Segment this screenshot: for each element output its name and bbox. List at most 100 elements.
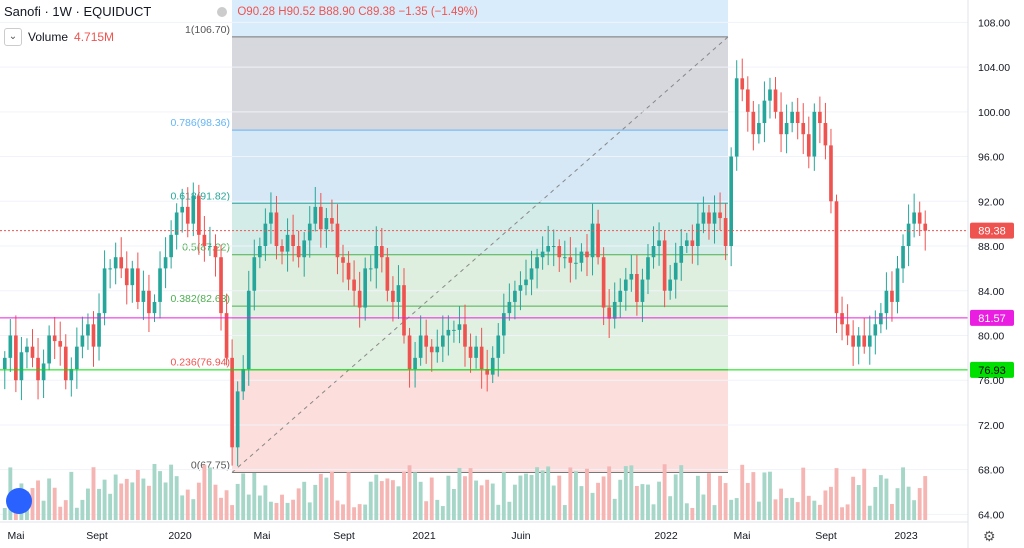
candle-body xyxy=(734,78,739,157)
y-tick-label: 68.00 xyxy=(978,465,1004,477)
y-tick-label: 104.00 xyxy=(978,62,1010,74)
volume-bar xyxy=(596,482,601,520)
candle-body xyxy=(806,134,811,157)
volume-bar xyxy=(540,470,545,520)
candle-body xyxy=(185,206,190,224)
volume-bar xyxy=(856,485,861,520)
volume-bar xyxy=(196,482,201,520)
candle-body xyxy=(263,223,268,247)
candle-body xyxy=(468,346,473,358)
volume-bar xyxy=(169,464,174,520)
volume-bar xyxy=(457,467,462,520)
volume-bar xyxy=(363,504,368,520)
candle-body xyxy=(790,111,794,124)
candle-body xyxy=(52,335,57,342)
candle-body xyxy=(8,335,13,358)
candle-body xyxy=(673,262,678,280)
candle-body xyxy=(590,223,595,258)
volume-bar xyxy=(407,465,412,520)
volume-bar xyxy=(163,482,168,520)
candle-body xyxy=(851,335,855,347)
candle-body xyxy=(684,240,689,247)
candle-body xyxy=(30,346,35,358)
fib-trend-line xyxy=(231,36,729,473)
volume-bar xyxy=(485,479,490,520)
volume-bar xyxy=(734,498,739,520)
candle-body xyxy=(784,123,789,135)
volume-bar xyxy=(468,468,473,520)
volume-bar xyxy=(280,494,284,520)
volume-bar xyxy=(579,486,584,520)
candle-body xyxy=(363,268,368,308)
volume-bar xyxy=(324,477,329,520)
volume-bar xyxy=(890,503,894,520)
price-label-box xyxy=(970,309,1014,326)
candle-body xyxy=(69,369,74,381)
volume-bar xyxy=(385,478,390,520)
candle-body xyxy=(86,324,90,336)
symbol-title[interactable]: Sanofi · 1W · EQUIDUCT xyxy=(4,4,152,19)
volume-bar xyxy=(402,471,406,520)
candle-body xyxy=(357,290,362,308)
volume-bar xyxy=(862,468,867,520)
candle-body xyxy=(424,335,429,347)
volume-label: Volume xyxy=(28,30,69,44)
candle-body xyxy=(402,285,406,336)
tradingview-logo-icon[interactable] xyxy=(6,488,32,514)
y-tick-label: 64.00 xyxy=(978,509,1004,521)
candle-body xyxy=(224,313,229,358)
candle-body xyxy=(136,268,140,302)
price-label-text: 81.57 xyxy=(978,313,1006,325)
candle-body xyxy=(113,257,118,269)
high-value: H90.52 xyxy=(278,5,316,18)
candle-body xyxy=(80,335,85,347)
volume-bar xyxy=(413,472,418,520)
volume-bar xyxy=(219,497,223,520)
volume-bar xyxy=(906,486,911,520)
candle-body xyxy=(457,324,462,330)
candle-body xyxy=(585,251,589,258)
candle-body xyxy=(646,257,650,280)
volume-bar xyxy=(562,505,567,520)
volume-bar xyxy=(246,494,251,520)
volume-bar xyxy=(901,467,905,520)
fib-top-zone xyxy=(232,0,728,37)
volume-bar xyxy=(285,502,290,520)
candle-body xyxy=(923,223,928,231)
volume-bar xyxy=(274,502,279,520)
candle-body xyxy=(124,268,129,286)
volume-bar xyxy=(379,481,384,520)
gear-icon[interactable]: ⚙ xyxy=(983,528,996,544)
candle-body xyxy=(346,262,351,280)
volume-bar xyxy=(873,486,878,520)
candle-body xyxy=(19,352,24,381)
volume-bar xyxy=(817,504,822,520)
volume-bar xyxy=(707,473,711,520)
candle-body xyxy=(524,279,528,286)
volume-bar xyxy=(801,467,806,520)
candle-body xyxy=(324,218,329,230)
volume-bar xyxy=(257,495,262,520)
volume-bar xyxy=(640,484,645,520)
volume-bar xyxy=(36,480,40,520)
candle-body xyxy=(169,234,173,258)
volume-bar xyxy=(867,505,872,520)
volume-bar xyxy=(634,485,639,520)
volume-bar xyxy=(607,466,612,520)
candle-body xyxy=(834,201,839,314)
fib-level-label: 0.5(87.22) xyxy=(182,242,230,254)
volume-bar xyxy=(518,475,523,520)
candle-body xyxy=(213,246,218,258)
volume-bar xyxy=(535,467,540,520)
candle-body xyxy=(795,111,800,124)
candle-body xyxy=(429,346,434,353)
candle-body xyxy=(518,285,523,291)
chevron-down-icon[interactable]: ⌄ xyxy=(4,28,22,46)
volume-bar xyxy=(97,488,101,520)
candle-body xyxy=(867,335,872,347)
candle-body xyxy=(840,313,844,325)
candle-body xyxy=(879,313,883,325)
volume-bar xyxy=(751,472,756,520)
candle-body xyxy=(119,257,124,269)
y-tick-label: 76.00 xyxy=(978,375,1004,387)
